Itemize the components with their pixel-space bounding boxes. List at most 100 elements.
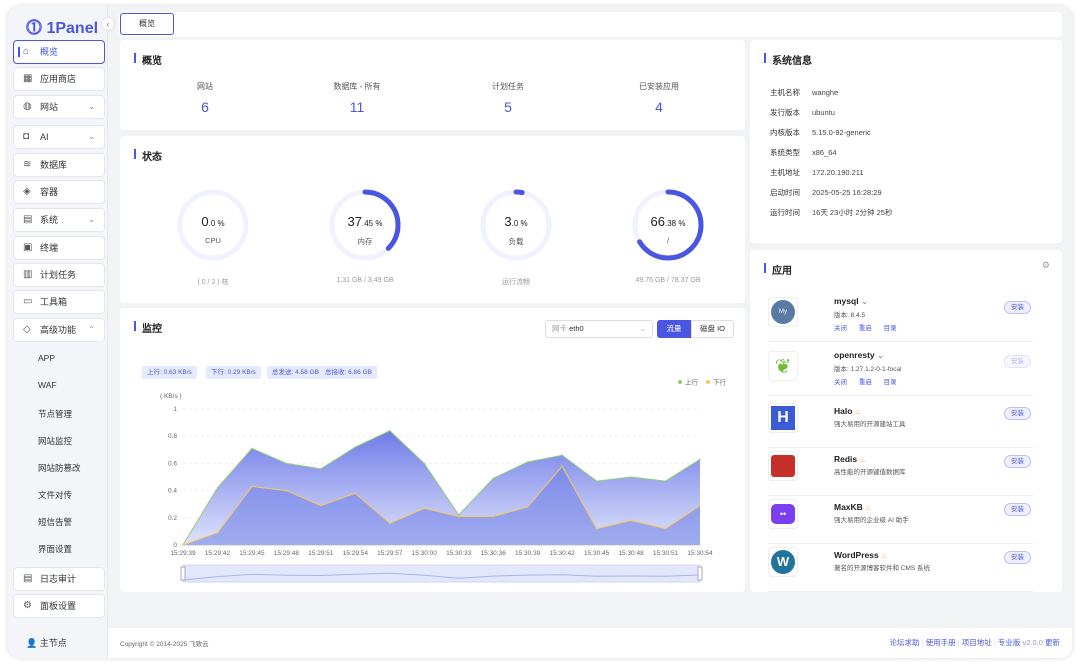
sidebar-item-cron[interactable]: ▥ 计划任务 [13,263,105,287]
stat-apps[interactable]: 已安装应用 4 [599,81,719,115]
gauge-label: 负载 [508,237,524,246]
data-point [285,489,288,492]
forum-link[interactable]: 论坛求助 [889,638,920,647]
disk-io-button[interactable]: 磁盘 IO [691,320,734,338]
sidebar-item-container[interactable]: ◈ 容器 [13,180,105,204]
app-item-halo: H Halo ♨ 强大易用的开源建站工具 安装 [768,400,1033,448]
traffic-button[interactable]: 流量 [657,320,691,338]
app-name[interactable]: Halo ♨ [834,406,862,416]
gauge-label: 内存 [357,237,373,246]
sidebar-item-settings[interactable]: ⚙ 面板设置 [13,594,105,618]
sysinfo-row: 主机地址 172.20.190.211 [770,167,864,178]
grid-icon: ▦ [23,73,33,84]
y-tick-label: 0.6 [168,460,177,467]
app-description: 高性能的开源键值数据库 [834,469,906,476]
install-button[interactable]: 安装 [1004,503,1031,516]
app-name[interactable]: WordPress ♨ [834,550,888,560]
sysinfo-key: 运行时间 [770,208,800,217]
sidebar-subitem-ui-settings[interactable]: 界面设置 [38,544,73,554]
gear-icon: ⚙ [23,600,32,611]
calendar-icon: ▥ [23,269,33,280]
sidebar-subitem-app[interactable]: APP [38,353,56,363]
install-button[interactable]: 安装 [1004,407,1031,420]
x-tick-label: 15:30:48 [618,550,644,557]
layers-icon: ≋ [23,159,32,170]
logo[interactable]: ⓵ 1Panel [26,20,99,37]
app-logo [768,451,798,481]
chevron-up-icon: ⌃ [88,325,95,334]
directory-link[interactable]: 目录 [883,379,897,386]
app-logo: ❦ [768,351,798,381]
gauge-value: 66.38 % [650,214,686,229]
data-point [389,522,391,525]
sidebar-subitem-waf[interactable]: WAF [38,380,57,390]
tab-overview[interactable]: 概览 [120,13,174,35]
nic-value: eth0 [569,324,584,333]
gauge-value: 0.0 % [201,214,225,229]
install-button[interactable]: 安装 [1004,355,1031,368]
zoom-handle-left[interactable] [180,566,186,581]
sidebar-item-system[interactable]: ▤ 系统 ⌄ [13,208,105,232]
sidebar-item-database[interactable]: ≋ 数据库 [13,153,105,177]
install-button[interactable]: 安装 [1004,551,1031,564]
stat-cron[interactable]: 计划任务 5 [448,81,568,115]
install-button[interactable]: 安装 [1004,455,1031,468]
sidebar-item-websites[interactable]: ◍ 网站 ⌄ [13,95,105,119]
app-logo: H [768,403,798,433]
sidebar-subitem-site-monitor[interactable]: 网站监控 [38,436,73,446]
zoom-slider[interactable] [182,564,701,583]
x-tick-label: 15:29:39 [170,550,196,557]
gauge-value: 37.45 % [347,214,383,229]
app-name[interactable]: Redis ♨ [834,454,866,464]
sidebar-subitem-tamper[interactable]: 网站防篡改 [38,463,81,473]
app-name[interactable]: mysql ⌄ [834,296,869,306]
legend-label[interactable]: 下行 [713,378,727,387]
directory-link[interactable]: 目录 [883,325,897,332]
sidebar-subitem-nodes[interactable]: 节点管理 [38,409,73,419]
x-tick-label: 15:29:57 [377,550,403,557]
app-item-wordpress: W WordPress ♨ 著名的开源博客软件和 CMS 系统 安装 [768,544,1033,592]
app-name[interactable]: MaxKB ♨ [834,502,872,512]
pro-link[interactable]: 专业版 [997,638,1021,647]
stat-value: 4 [655,99,663,115]
x-tick-label: 15:30:36 [481,550,507,557]
y-tick-label: 0.2 [168,515,177,522]
settings-gear-icon[interactable]: ⚙ [1041,260,1050,270]
collapse-sidebar-button[interactable]: ‹ [101,17,115,31]
install-button[interactable]: 安装 [1004,301,1031,314]
x-tick-label: 15:30:33 [446,550,472,557]
data-point [320,504,322,507]
stop-link[interactable]: 关闭 [834,325,847,332]
node-selector[interactable]: 👤 主节点 [26,638,67,648]
sidebar-item-terminal[interactable]: ▣ 终端 [13,236,105,260]
data-point [216,487,219,489]
update-link[interactable]: 更新 [1045,638,1060,647]
sidebar-subitem-file-transfer[interactable]: 文件对传 [38,490,73,500]
sidebar-item-ai[interactable]: ◘ AI ⌄ [13,125,105,149]
restart-link[interactable]: 重启 [858,379,872,386]
status-card: 状态 0.0 % CPU ( 0 / 2 ) 核 37.45 % 内存 1.31… [120,136,745,303]
legend-label[interactable]: 上行 [685,378,699,387]
sidebar-subitem-sms-alert[interactable]: 短信告警 [38,517,73,527]
stat-databases[interactable]: 数据库 - 所有 11 [297,81,417,115]
sidebar-item-advanced[interactable]: ◇ 高级功能 ⌃ [13,318,105,342]
restart-link[interactable]: 重启 [858,325,872,332]
sysinfo-key: 主机名称 [770,88,800,97]
zoom-handle-right[interactable] [697,566,703,581]
chevron-down-icon: ⌄ [88,215,95,224]
manual-link[interactable]: 使用手册 [925,638,956,647]
sidebar-item-app-store[interactable]: ▦ 应用商店 [13,67,105,91]
data-point [492,477,495,480]
stat-websites[interactable]: 网站 6 [145,81,265,115]
sidebar-item-toolbox[interactable]: ▭ 工具箱 [13,290,105,314]
project-link[interactable]: 项目地址 [961,638,992,647]
sidebar-item-overview[interactable]: ⌂ 概览 [13,40,105,64]
nic-select[interactable]: 网卡 eth0 ⌄ [545,320,653,338]
data-point [285,462,288,465]
sysinfo-key: 系统类型 [770,148,800,157]
app-description: 著名的开源博客软件和 CMS 系统 [834,565,931,572]
stat-value: 5 [504,99,512,115]
stop-link[interactable]: 关闭 [834,379,847,386]
sidebar-item-logs[interactable]: ▤ 日志审计 [13,567,105,591]
app-name[interactable]: openresty ⌄ [834,350,885,360]
